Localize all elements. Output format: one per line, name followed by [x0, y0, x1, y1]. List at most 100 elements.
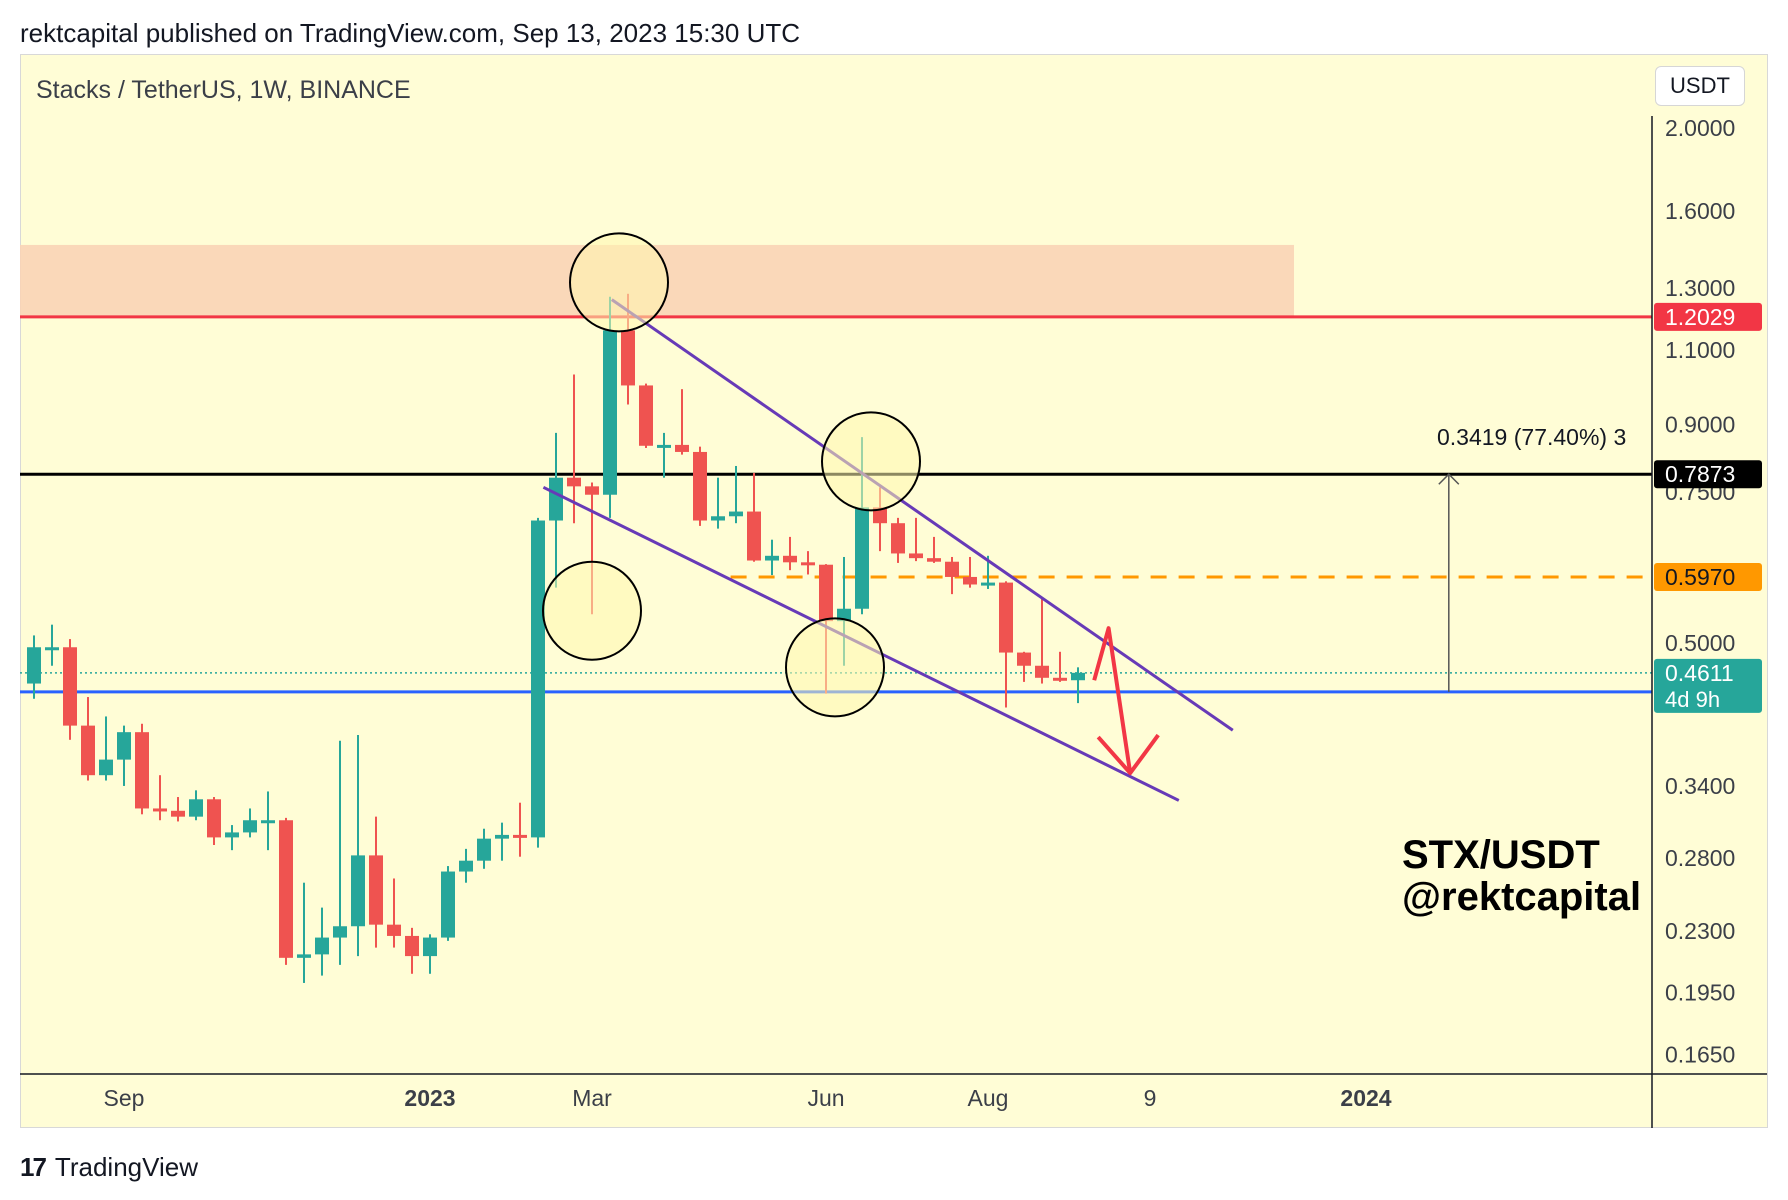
candle-body — [441, 871, 455, 938]
price-tick-label: 1.1000 — [1665, 337, 1735, 363]
candle — [639, 383, 653, 448]
price-tick-label: 0.2300 — [1665, 918, 1735, 944]
symbol-title: Stacks / TetherUS, 1W, BINANCE — [36, 76, 411, 104]
candle-body — [729, 511, 743, 517]
price-tick-label: 2.0000 — [1665, 115, 1735, 141]
resistance-price-tag-bg — [1654, 302, 1762, 331]
candle-body — [369, 855, 383, 925]
candle-body — [333, 926, 347, 938]
candle — [387, 878, 401, 948]
candle — [747, 472, 761, 562]
candle-body — [855, 507, 869, 609]
dashed-price-tag: 0.5970 — [1665, 564, 1735, 590]
candle-body — [693, 451, 707, 521]
candle — [135, 723, 149, 815]
resistance-price-tag: 1.2029 — [1665, 304, 1735, 330]
time-tick-label: 9 — [1144, 1085, 1157, 1111]
candle-body — [891, 523, 905, 554]
highlight-circle — [569, 232, 669, 333]
bar-countdown: 4d 9h — [1665, 687, 1720, 712]
candle — [513, 802, 527, 857]
footer: 17 TradingView — [20, 1152, 198, 1183]
price-tick-label: 0.2800 — [1665, 845, 1735, 871]
candle — [171, 797, 185, 822]
published-line: rektcapital published on TradingView.com… — [20, 18, 800, 48]
candle-body — [153, 808, 167, 812]
candle — [657, 432, 671, 478]
candle — [27, 635, 41, 699]
chart-frame[interactable] — [20, 54, 1768, 1128]
candle-body — [603, 330, 617, 495]
price-tick-label: 0.1650 — [1665, 1041, 1735, 1067]
mid-price-tag-bg — [1654, 460, 1762, 489]
candle-body — [1053, 677, 1067, 681]
candle — [1035, 597, 1049, 684]
time-tick-label: 2023 — [404, 1085, 455, 1111]
projection-arrow — [1092, 626, 1133, 774]
candle — [99, 716, 113, 781]
candle — [765, 539, 779, 576]
candle-body — [567, 477, 581, 487]
candle-body — [531, 520, 545, 838]
candle — [243, 808, 257, 838]
candle — [603, 296, 617, 518]
candle-body — [675, 444, 689, 452]
candle — [909, 517, 923, 562]
candle — [963, 556, 977, 588]
candle — [117, 725, 131, 786]
candle-body — [279, 820, 293, 958]
dashed-price-tag-bg — [1654, 562, 1762, 591]
candle — [315, 907, 329, 976]
mid-price-tag: 0.7873 — [1665, 461, 1735, 487]
candle-body — [117, 732, 131, 760]
tradingview-logo-icon[interactable]: 17 — [20, 1152, 47, 1182]
time-tick-label: Jun — [807, 1085, 844, 1111]
candle — [369, 816, 383, 948]
candle-body — [909, 553, 923, 559]
candle — [45, 624, 59, 666]
candle — [351, 735, 365, 957]
candle-body — [405, 935, 419, 957]
tradingview-wordmark[interactable]: TradingView — [54, 1152, 198, 1182]
highlight-circle — [785, 617, 885, 718]
candles-layer — [27, 293, 1085, 983]
candle-body — [99, 759, 113, 776]
candle-body — [819, 564, 833, 622]
candle — [459, 848, 473, 883]
candle — [495, 822, 509, 861]
time-tick-label: 2024 — [1340, 1085, 1391, 1111]
candle — [549, 432, 563, 588]
candle-body — [1071, 672, 1085, 681]
candle — [441, 866, 455, 941]
candle — [81, 697, 95, 781]
candle-body — [261, 820, 275, 824]
candle-body — [621, 330, 635, 386]
candle-body — [513, 834, 527, 838]
candle — [405, 927, 419, 974]
currency-button[interactable]: USDT — [1655, 66, 1745, 106]
candle-body — [243, 820, 257, 833]
candle-body — [477, 838, 491, 861]
candle — [801, 551, 815, 575]
candle — [477, 828, 491, 869]
current-price-tag: 0.4611 — [1665, 660, 1734, 686]
watermark-author: @rektcapital — [1402, 875, 1642, 919]
axes-layer: 2.00001.60001.30001.10000.90000.75000.50… — [20, 115, 1767, 1128]
highlight-circle — [542, 560, 642, 661]
candle — [783, 536, 797, 571]
candle — [567, 374, 581, 524]
candle-body — [945, 561, 959, 577]
price-tick-label: 1.3000 — [1665, 275, 1735, 301]
candle — [423, 934, 437, 974]
drawings-layer — [542, 232, 1460, 802]
candle-body — [351, 855, 365, 927]
candle-body — [765, 555, 779, 561]
candle-body — [981, 582, 995, 586]
candle-body — [747, 511, 761, 561]
candle — [333, 740, 347, 965]
candle-body — [27, 647, 41, 684]
candle-body — [387, 924, 401, 936]
candle-body — [963, 576, 977, 585]
candle-body — [585, 486, 599, 495]
